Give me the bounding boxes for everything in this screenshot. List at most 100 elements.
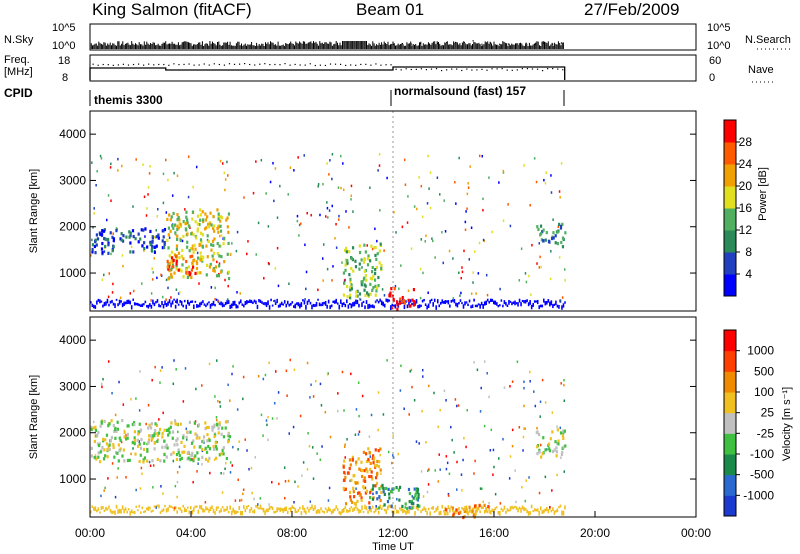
scatter-cell <box>304 298 306 301</box>
echo-cell <box>106 448 109 452</box>
ground-scatter-cell <box>105 301 107 306</box>
ground-scatter-cell <box>524 299 527 304</box>
ground-scatter-cell <box>438 304 441 308</box>
echo-cell <box>352 486 355 490</box>
ground-scatter-cell <box>453 298 456 304</box>
nave-point <box>562 69 564 71</box>
echo-cell <box>185 228 188 232</box>
echo-cell <box>220 216 224 220</box>
echo-cell <box>369 461 372 465</box>
freq-right-tick-high: 60 <box>709 55 721 67</box>
noise-search-point <box>410 43 412 45</box>
scatter-cell <box>465 210 467 213</box>
ground-scatter-cell <box>96 300 98 305</box>
ground-scatter-cell <box>250 506 253 511</box>
echo-cell <box>547 442 551 446</box>
scatter-cell <box>448 472 451 476</box>
scatter-cell <box>141 282 143 285</box>
ground-scatter-cell <box>330 510 333 515</box>
echo-cell <box>365 489 369 493</box>
nave-point <box>370 64 372 66</box>
echo-cell <box>114 450 118 455</box>
echo-cell <box>149 243 152 247</box>
ground-scatter-cell <box>517 302 519 307</box>
ground-scatter-cell <box>329 305 331 310</box>
scatter-cell <box>467 186 470 189</box>
echo-cell <box>401 504 404 509</box>
echo-cell <box>402 298 405 303</box>
scatter-cell <box>138 440 140 443</box>
nave-point <box>451 68 453 70</box>
scatter-cell <box>324 410 327 414</box>
scatter-cell <box>219 400 221 404</box>
scatter-cell <box>224 278 226 282</box>
echo-cell <box>356 289 359 293</box>
ground-scatter-cell <box>485 300 488 306</box>
nave-point <box>329 63 332 65</box>
scatter-cell <box>240 498 243 502</box>
scatter-cell <box>326 373 329 376</box>
scatter-cell <box>439 408 441 412</box>
ground-scatter-cell <box>399 507 401 510</box>
echo-cell <box>544 448 547 452</box>
ground-scatter-cell <box>333 300 336 304</box>
ground-scatter-cell <box>458 301 460 305</box>
power-data <box>90 111 567 311</box>
ground-scatter-cell <box>436 299 439 304</box>
scatter-cell <box>103 489 105 492</box>
scatter-cell <box>210 286 213 289</box>
echo-cell <box>215 422 219 426</box>
scatter-cell <box>296 214 299 218</box>
ground-scatter-cell <box>182 304 185 308</box>
noise-sky-trace <box>89 41 564 49</box>
echo-cell <box>172 451 175 455</box>
ground-scatter-cell <box>296 510 298 514</box>
ground-scatter-cell <box>199 302 201 308</box>
ground-scatter-cell <box>488 300 491 304</box>
ground-scatter-cell <box>220 508 222 513</box>
echo-cell <box>222 446 225 450</box>
ground-scatter-cell <box>518 506 521 510</box>
echo-cell <box>178 453 181 458</box>
ground-scatter-cell <box>126 299 128 305</box>
scatter-cell <box>498 457 500 460</box>
power-y-tick-label: 4000 <box>59 127 86 141</box>
scatter-cell <box>94 454 97 457</box>
echo-cell <box>211 425 214 429</box>
echo-cell <box>172 258 175 262</box>
echo-cell <box>354 265 358 269</box>
echo-cell <box>126 458 130 463</box>
scatter-cell <box>460 291 462 295</box>
scatter-cell <box>491 230 493 234</box>
ground-scatter-cell <box>206 507 209 511</box>
ground-scatter-cell <box>530 504 533 509</box>
echo-cell <box>188 224 191 228</box>
scatter-cell <box>326 267 329 271</box>
echo-cell <box>208 447 212 451</box>
echo-cell <box>554 234 557 238</box>
scatter-cell <box>457 404 460 407</box>
noise-search-point <box>507 43 510 45</box>
ground-scatter-cell <box>309 301 312 305</box>
scatter-cell <box>316 452 318 455</box>
ground-scatter-cell <box>283 507 286 512</box>
echo-cell <box>391 487 394 491</box>
echo-cell <box>151 434 154 438</box>
echo-cell <box>219 219 222 223</box>
ground-scatter-cell <box>214 511 216 515</box>
scatter-cell <box>404 183 407 186</box>
nave-point <box>425 69 428 71</box>
velocity-colorbar-swatch <box>724 474 736 496</box>
scatter-cell <box>465 445 467 449</box>
echo-cell <box>350 266 353 271</box>
scatter-cell <box>445 455 448 458</box>
echo-cell <box>390 287 393 291</box>
x-axis-label: Time UT <box>372 541 414 553</box>
scatter-cell <box>117 467 119 470</box>
scatter-cell <box>284 496 286 500</box>
echo-cell <box>198 222 201 227</box>
ground-scatter-cell <box>356 299 359 305</box>
echo-cell <box>205 263 209 267</box>
echo-cell <box>126 432 129 436</box>
scatter-cell <box>427 469 429 473</box>
